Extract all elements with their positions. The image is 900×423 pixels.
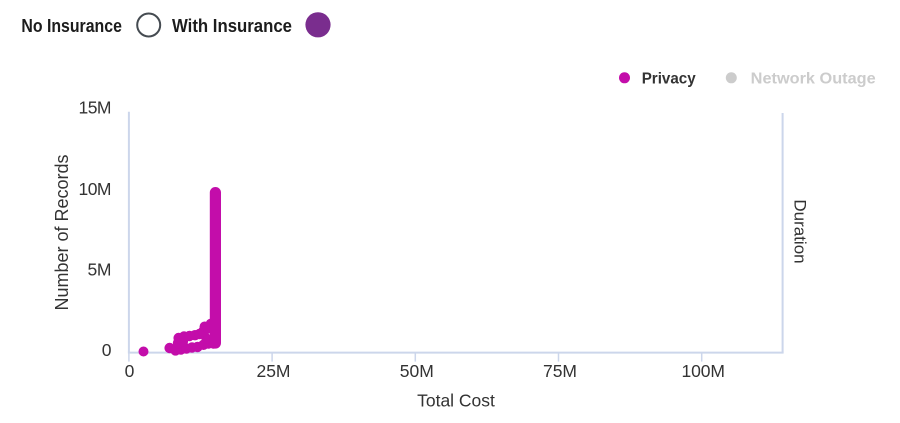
svg-text:15M: 15M: [79, 98, 112, 118]
svg-text:75M: 75M: [543, 361, 577, 381]
svg-text:Duration: Duration: [791, 199, 810, 263]
svg-text:Number of Records: Number of Records: [52, 154, 72, 310]
svg-text:0: 0: [102, 340, 112, 360]
svg-text:5M: 5M: [88, 259, 112, 279]
svg-text:50M: 50M: [400, 361, 434, 381]
svg-text:Privacy: Privacy: [642, 71, 696, 88]
svg-text:With Insurance: With Insurance: [172, 16, 292, 36]
svg-text:25M: 25M: [257, 361, 291, 381]
svg-text:Network Outage: Network Outage: [751, 71, 876, 88]
svg-text:10M: 10M: [79, 179, 112, 199]
svg-text:0: 0: [125, 361, 135, 381]
svg-text:100M: 100M: [681, 361, 725, 381]
svg-text:No Insurance: No Insurance: [21, 16, 122, 36]
svg-text:Total Cost: Total Cost: [417, 391, 495, 411]
